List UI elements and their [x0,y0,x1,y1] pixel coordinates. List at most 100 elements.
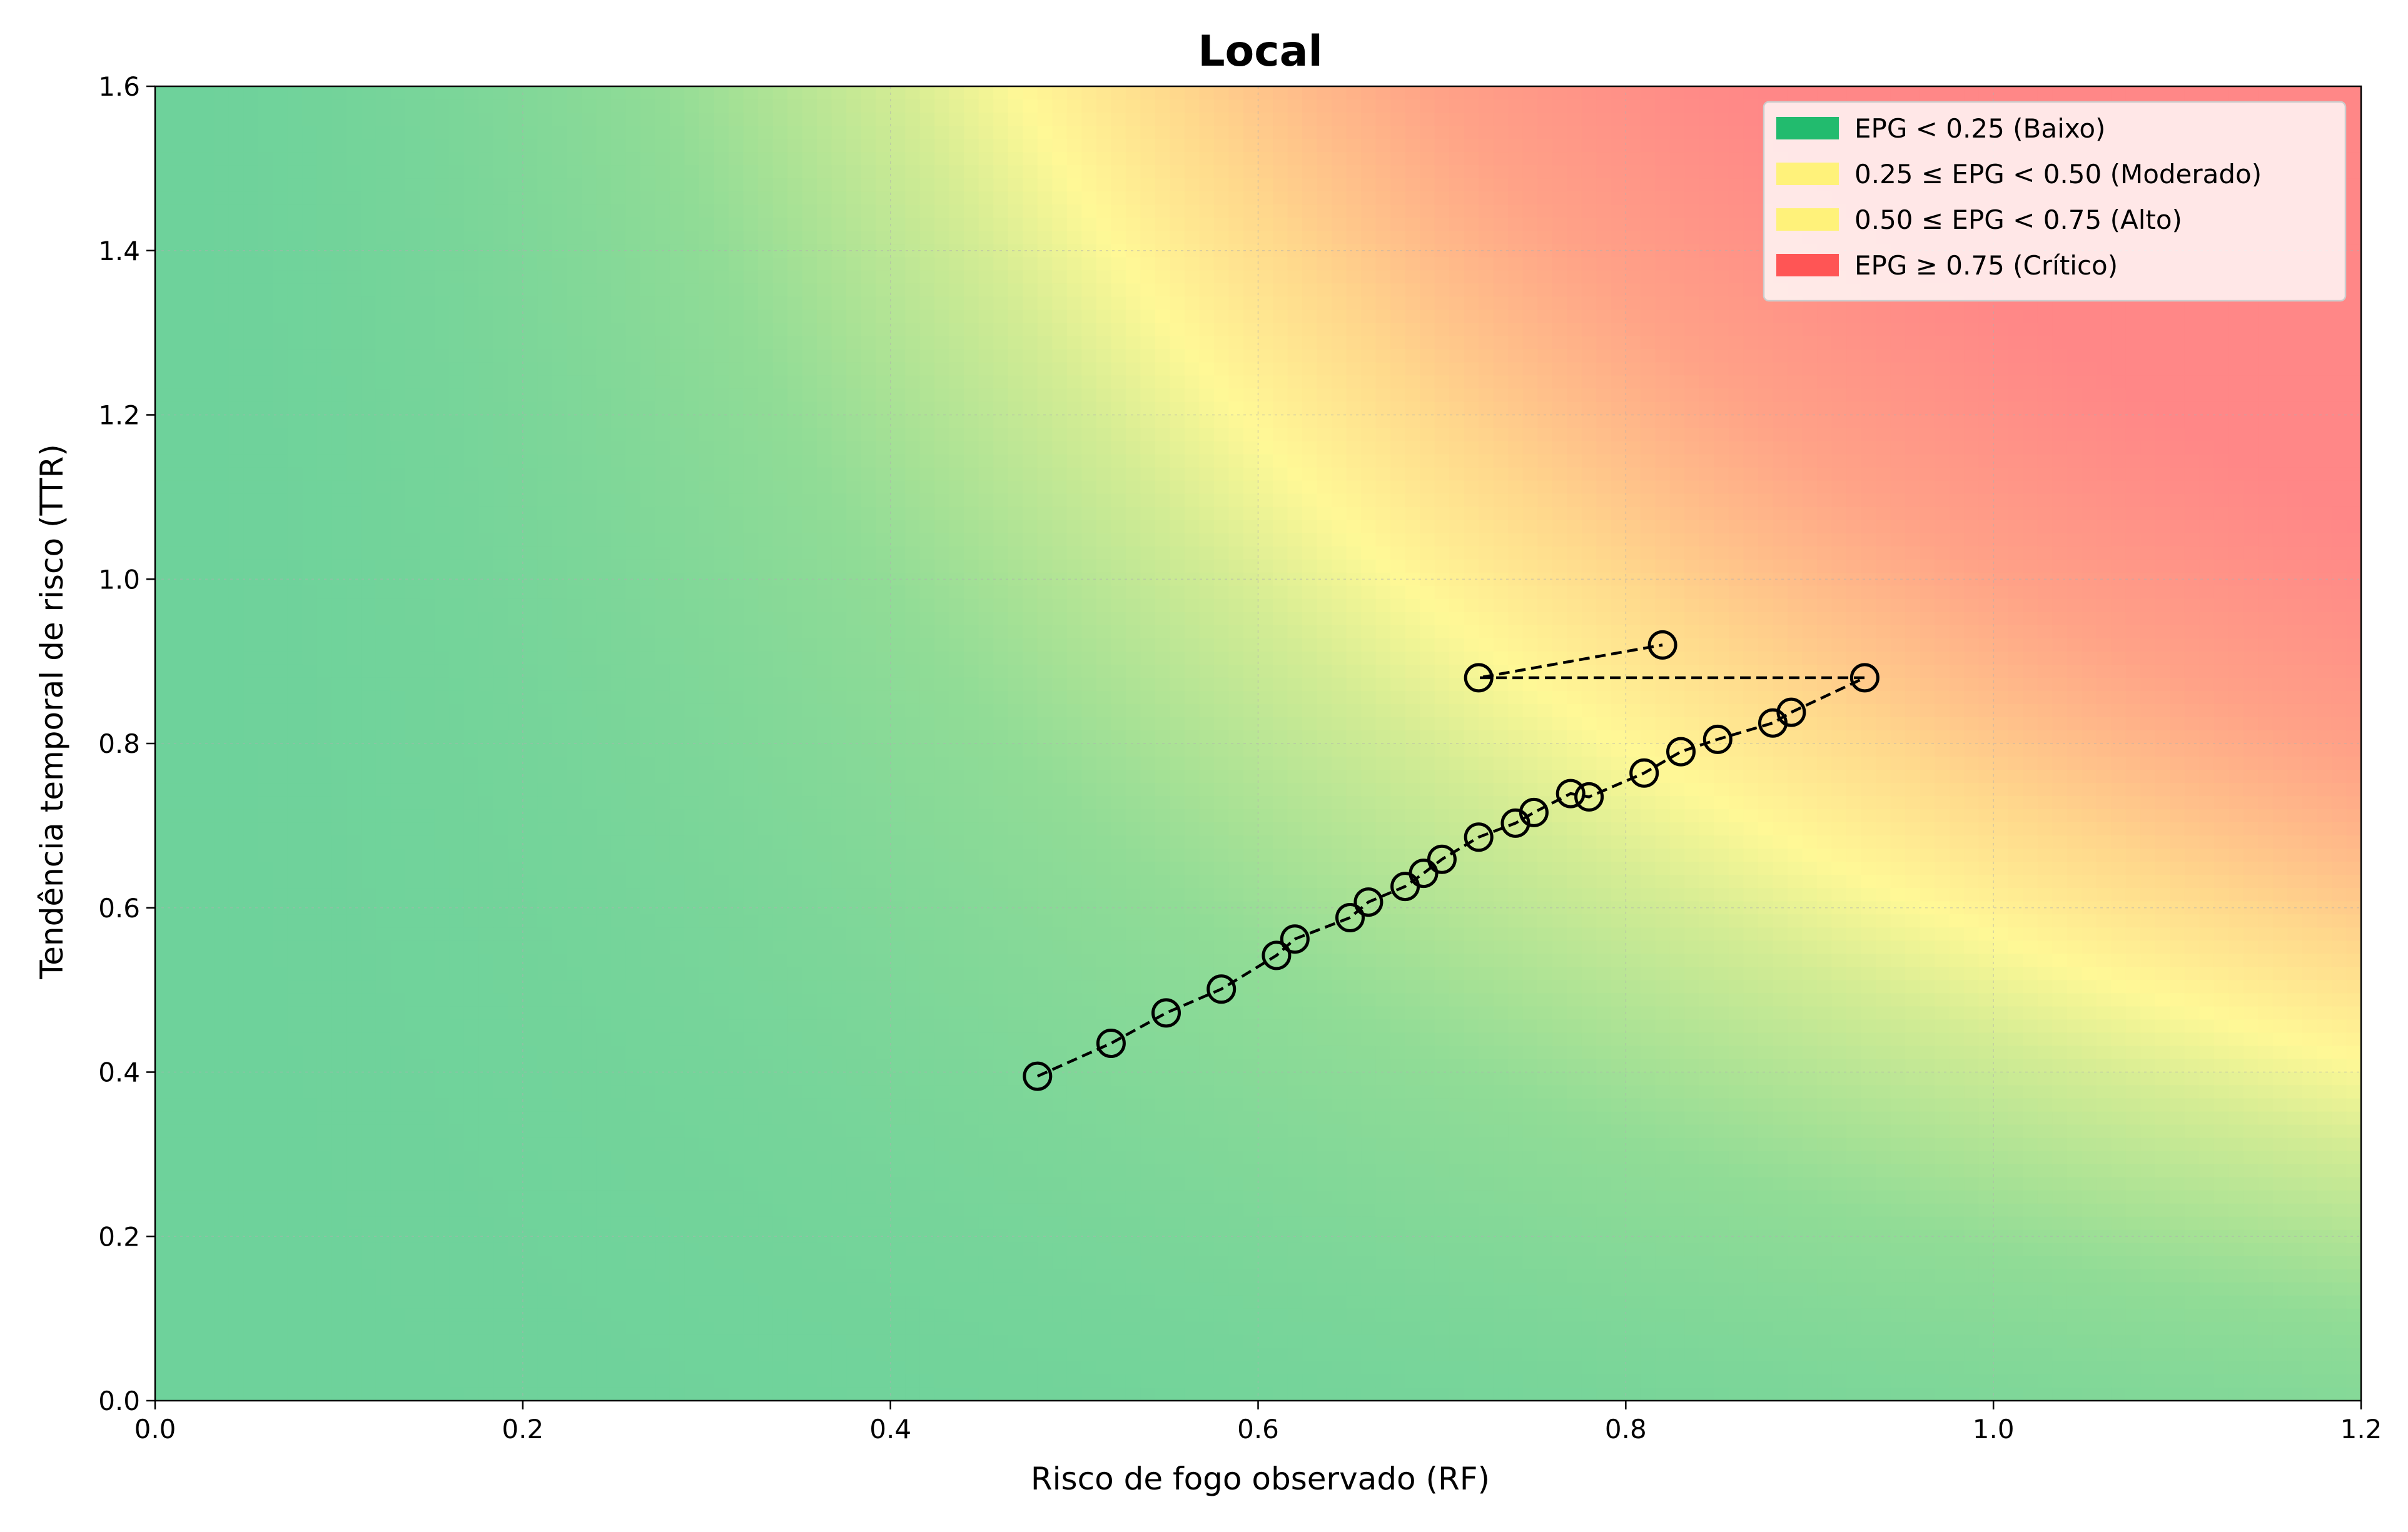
heatmap-cell [831,218,847,232]
heatmap-cell [787,1151,803,1165]
heatmap-cell [214,625,230,639]
heatmap-cell [302,244,318,258]
heatmap-cell [831,625,847,639]
heatmap-cell [596,1098,612,1112]
heatmap-cell [169,875,185,889]
heatmap-cell [522,914,539,929]
heatmap-cell [537,1256,553,1270]
heatmap-cell [552,875,568,889]
heatmap-cell [787,1387,803,1401]
heatmap-cell [772,480,788,495]
heatmap-cell [169,730,185,744]
heatmap-cell [361,441,377,455]
heatmap-cell [287,1321,303,1336]
heatmap-cell [420,401,435,416]
heatmap-cell [405,126,421,139]
heatmap-cell [625,1203,641,1217]
heatmap-cell [552,1085,568,1099]
heatmap-cell [361,1321,377,1336]
heatmap-cell [434,783,450,797]
heatmap-cell [831,139,847,153]
heatmap-cell [876,1282,891,1296]
heatmap-cell [199,1164,215,1178]
heatmap-cell [861,612,876,626]
heatmap-cell [316,809,332,823]
heatmap-cell [846,677,862,692]
heatmap-cell [346,86,362,100]
heatmap-cell [552,506,568,521]
heatmap-cell [655,993,670,1007]
heatmap-cell [199,454,215,468]
heatmap-cell [669,165,685,179]
heatmap-cell [802,703,817,718]
heatmap-cell [861,270,876,285]
heatmap-cell [846,809,862,823]
heatmap-cell [185,336,200,350]
heatmap-cell [214,940,230,955]
heatmap-cell [567,559,582,573]
heatmap-cell [508,1242,524,1257]
heatmap-cell [463,415,480,429]
heatmap-cell [258,310,273,324]
heatmap-cell [185,467,200,481]
heatmap-cell [861,428,876,442]
heatmap-cell [375,99,392,113]
heatmap-cell [434,1361,450,1375]
heatmap-cell [508,796,524,810]
heatmap-cell [155,703,171,718]
heatmap-cell [669,257,685,271]
heatmap-cell [625,99,641,113]
heatmap-cell [273,257,288,271]
heatmap-cell [449,1242,465,1257]
heatmap-cell [552,454,568,468]
heatmap-cell [846,323,862,337]
heatmap-cell [714,980,729,994]
heatmap-cell [493,730,509,744]
heatmap-cell [375,454,392,468]
heatmap-cell [449,454,465,468]
heatmap-cell [331,585,347,600]
heatmap-cell [567,954,582,968]
heatmap-cell [655,401,670,416]
heatmap-cell [787,1348,803,1362]
heatmap-cell [434,362,450,376]
heatmap-cell [155,1216,171,1231]
heatmap-cell [331,441,347,455]
heatmap-cell [537,349,553,363]
heatmap-cell [831,283,847,298]
heatmap-cell [669,927,685,942]
heatmap-cell [522,809,539,823]
heatmap-cell [655,730,670,744]
heatmap-cell [346,1242,362,1257]
heatmap-cell [346,1032,362,1047]
heatmap-cell [199,835,215,849]
heatmap-cell [169,257,185,271]
heatmap-cell [758,1124,774,1139]
heatmap-cell [449,993,465,1007]
heatmap-cell [243,835,259,849]
heatmap-cell [243,559,259,573]
heatmap-cell [596,559,612,573]
heatmap-cell [772,1098,788,1112]
heatmap-cell [522,1269,539,1283]
heatmap-cell [846,283,862,298]
heatmap-cell [610,598,627,613]
heatmap-cell [729,598,744,613]
heatmap-cell [699,796,715,810]
heatmap-cell [493,822,509,836]
heatmap-cell [361,1361,377,1375]
heatmap-cell [861,1242,876,1257]
heatmap-cell [772,743,788,757]
heatmap-cell [861,218,876,232]
heatmap-cell [493,1190,509,1204]
heatmap-cell [758,152,774,166]
heatmap-cell [684,1006,700,1020]
heatmap-cell [596,796,612,810]
heatmap-cell [478,1059,494,1073]
heatmap-cell [405,1111,421,1126]
heatmap-cell [258,270,273,285]
heatmap-cell [214,480,230,495]
heatmap-cell [478,954,494,968]
heatmap-cell [876,428,891,442]
heatmap-cell [831,415,847,429]
